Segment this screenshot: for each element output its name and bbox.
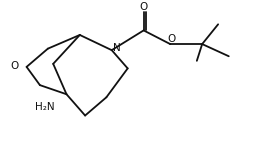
Text: O: O xyxy=(10,61,19,71)
Text: H₂N: H₂N xyxy=(35,102,55,112)
Text: N: N xyxy=(113,43,121,53)
Text: O: O xyxy=(167,34,176,44)
Text: O: O xyxy=(139,2,148,12)
